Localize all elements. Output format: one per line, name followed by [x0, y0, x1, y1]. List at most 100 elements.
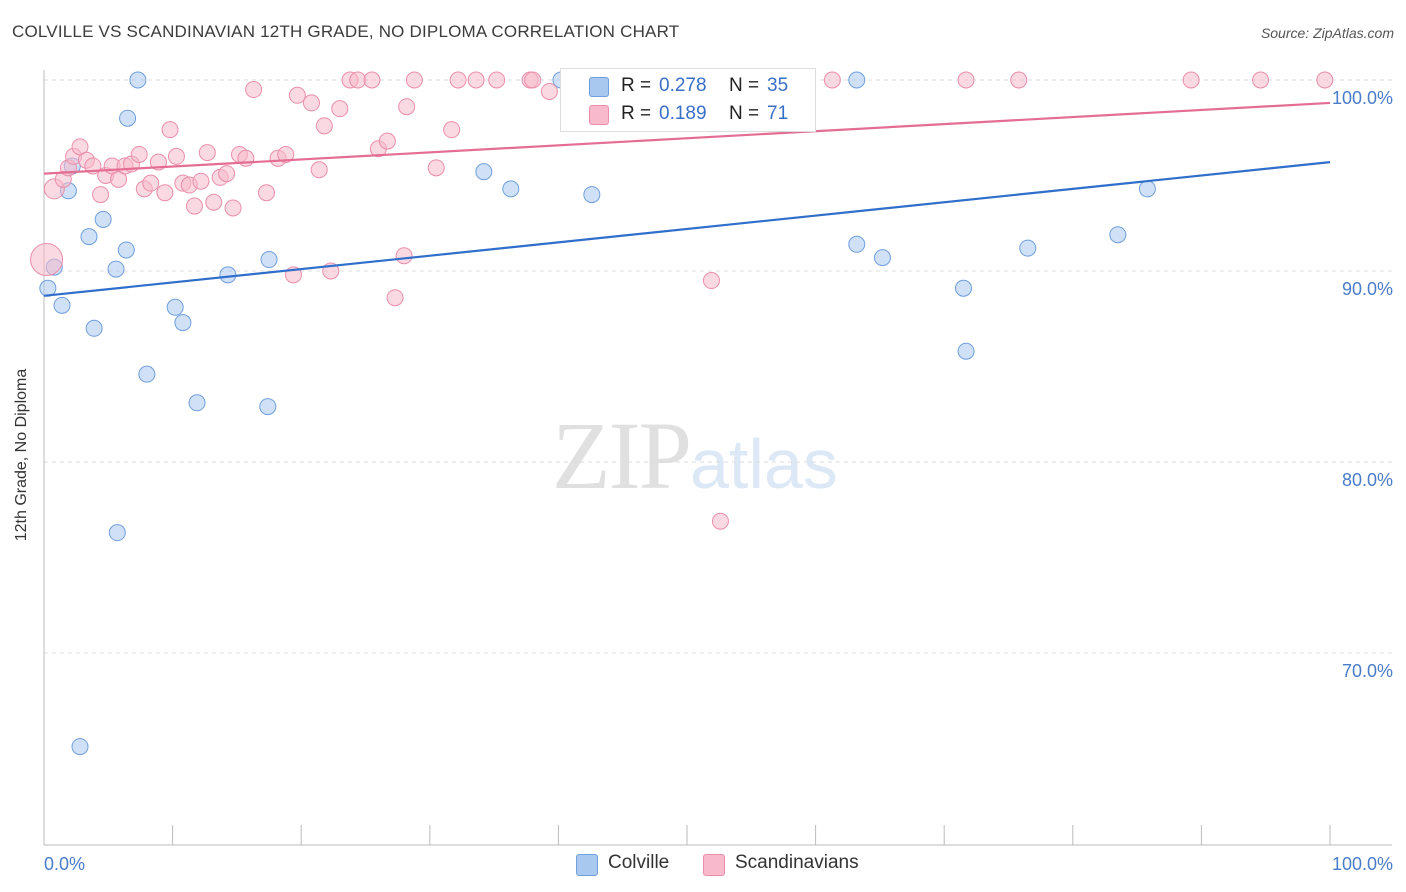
- scandinavians-point: [524, 71, 542, 89]
- scandinavians-point: [449, 71, 467, 89]
- colville-point: [1138, 180, 1156, 198]
- scandinavians-point: [167, 147, 185, 165]
- scandinavians-point: [218, 165, 236, 183]
- x-tick-label: 100.0%: [1332, 854, 1393, 874]
- scandinavians-point: [205, 193, 223, 211]
- colville-point: [188, 394, 206, 412]
- legend-row-scandinavians: R = 0.189 N = 71: [561, 99, 815, 129]
- legend-swatch-colville: [589, 77, 609, 97]
- scandinavians-point: [224, 199, 242, 217]
- scandinavians-trend-line: [43, 101, 1331, 175]
- colville-point: [85, 319, 103, 337]
- scandinavians-point: [237, 149, 255, 167]
- scandinavians-point: [702, 272, 720, 290]
- scandinavians-point: [488, 71, 506, 89]
- colville-point: [138, 365, 156, 383]
- colville-point: [848, 235, 866, 253]
- scandinavians-point: [161, 121, 179, 139]
- colville-point: [94, 210, 112, 228]
- scandinavians-point: [1316, 71, 1334, 89]
- scandinavians-point: [467, 71, 485, 89]
- scandinavians-point: [427, 159, 445, 177]
- colville-point: [1109, 226, 1127, 244]
- colville-point: [954, 279, 972, 297]
- legend-row-colville: R = 0.278 N = 35: [561, 71, 815, 101]
- legend-swatch-scandinavians: [703, 854, 725, 876]
- watermark-atlas: atlas: [690, 425, 838, 503]
- scandinavians-point: [331, 100, 349, 118]
- colville-point: [166, 298, 184, 316]
- chart-source: Source: ZipAtlas.com: [1260, 25, 1394, 41]
- colville-point: [219, 266, 237, 284]
- colville-point: [107, 260, 125, 278]
- y-tick-label: 70.0%: [1342, 661, 1393, 681]
- scandinavians-point: [198, 144, 216, 162]
- scandinavians-point: [156, 184, 174, 202]
- scandinavians-point: [540, 82, 558, 100]
- y-tick-label: 100.0%: [1332, 88, 1393, 108]
- colville-point: [502, 180, 520, 198]
- colville-point: [129, 71, 147, 89]
- scandinavians-point: [711, 512, 729, 530]
- scandinavians-point: [395, 247, 413, 265]
- legend-label-scandinavians: Scandinavians: [735, 852, 859, 873]
- legend-r-label: R =: [621, 103, 652, 124]
- legend-r-value: 0.278: [659, 75, 707, 96]
- y-tick-label: 80.0%: [1342, 470, 1393, 490]
- legend-n-label: N =: [729, 103, 760, 124]
- colville-point: [108, 524, 126, 542]
- scandinavians-point: [398, 98, 416, 116]
- legend-swatch-scandinavians: [589, 105, 609, 125]
- colville-point: [80, 228, 98, 246]
- colville-point: [848, 71, 866, 89]
- scandinavians-point: [185, 197, 203, 215]
- scandinavians-point: [349, 71, 367, 89]
- scandinavians-point: [245, 81, 263, 99]
- series-legend: Colville Scandinavians: [0, 852, 1406, 878]
- colville-point: [260, 251, 278, 269]
- legend-label-colville: Colville: [608, 852, 670, 873]
- scandinavians-point: [957, 71, 975, 89]
- watermark: ZIPatlas: [552, 400, 838, 511]
- colville-point: [174, 314, 192, 332]
- scandinavians-point: [130, 145, 148, 163]
- scandinavians-point: [315, 117, 333, 135]
- colville-point: [957, 342, 975, 360]
- scandinavians-point: [277, 145, 295, 163]
- x-tick-label: 0.0%: [44, 854, 85, 874]
- legend-r-value: 0.189: [659, 103, 707, 124]
- colville-point: [117, 241, 135, 259]
- scandinavians-point: [1182, 71, 1200, 89]
- scandinavians-point: [823, 71, 841, 89]
- scandinavians-point: [443, 121, 461, 139]
- scandinavians-point: [363, 71, 381, 89]
- colville-point: [873, 249, 891, 267]
- scandinavians-point: [257, 184, 275, 202]
- scandinavians-point: [302, 94, 320, 112]
- chart-title: COLVILLE VS SCANDINAVIAN 12TH GRADE, NO …: [12, 22, 680, 41]
- scandinavians-point: [1252, 71, 1270, 89]
- watermark-zip: ZIP: [552, 402, 692, 509]
- colville-trend-line: [43, 161, 1331, 297]
- scandinavians-point: [192, 172, 210, 190]
- legend-r-label: R =: [621, 75, 652, 96]
- scandinavians-point: [310, 161, 328, 179]
- colville-point: [119, 109, 137, 127]
- scandinavians-point: [92, 186, 110, 204]
- legend-swatch-colville: [576, 854, 598, 876]
- colville-point: [475, 163, 493, 181]
- legend-n-value: 71: [767, 103, 789, 124]
- colville-point: [71, 738, 89, 756]
- legend-n-label: N =: [729, 75, 760, 96]
- scandinavians-point: [142, 174, 160, 192]
- legend-n-value: 35: [767, 75, 789, 96]
- y-tick-label: 90.0%: [1342, 279, 1393, 299]
- colville-point: [259, 398, 277, 416]
- scandinavians-point: [386, 289, 404, 307]
- scandinavians-point: [30, 243, 64, 277]
- scandinavians-point: [405, 71, 423, 89]
- colville-point: [1019, 239, 1037, 257]
- scandinavians-point: [288, 86, 306, 104]
- scandinavians-point: [1010, 71, 1028, 89]
